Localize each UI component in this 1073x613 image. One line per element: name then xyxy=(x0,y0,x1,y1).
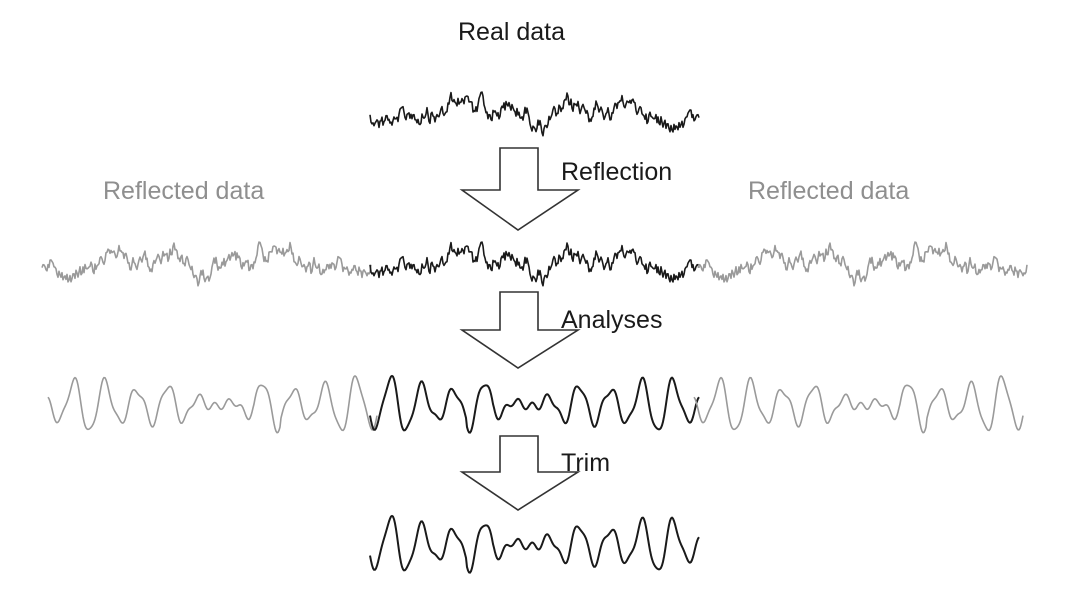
analyses-label: Analyses xyxy=(561,306,663,334)
reflected-data-left-label: Reflected data xyxy=(103,177,265,205)
reflected-signal-center-waveform xyxy=(369,241,700,287)
analysed-left-waveform xyxy=(47,375,378,434)
trim-label: Trim xyxy=(561,449,611,477)
reflection-arrow xyxy=(459,147,581,231)
analysed-right-waveform xyxy=(693,375,1024,434)
trim-arrow xyxy=(459,435,581,511)
analysed-center-waveform xyxy=(369,374,700,434)
reflected-data-right-waveform xyxy=(697,241,1028,287)
reflected-data-left-waveform xyxy=(41,241,372,287)
analyses-arrow xyxy=(459,291,581,369)
real-data-label: Real data xyxy=(458,18,566,46)
reflection-label: Reflection xyxy=(561,158,673,186)
real-data-waveform xyxy=(369,91,700,137)
process-arrows xyxy=(459,147,581,511)
reflected-data-right-label: Reflected data xyxy=(748,177,910,205)
waveforms xyxy=(41,91,1028,574)
trimmed-waveform xyxy=(369,514,700,574)
